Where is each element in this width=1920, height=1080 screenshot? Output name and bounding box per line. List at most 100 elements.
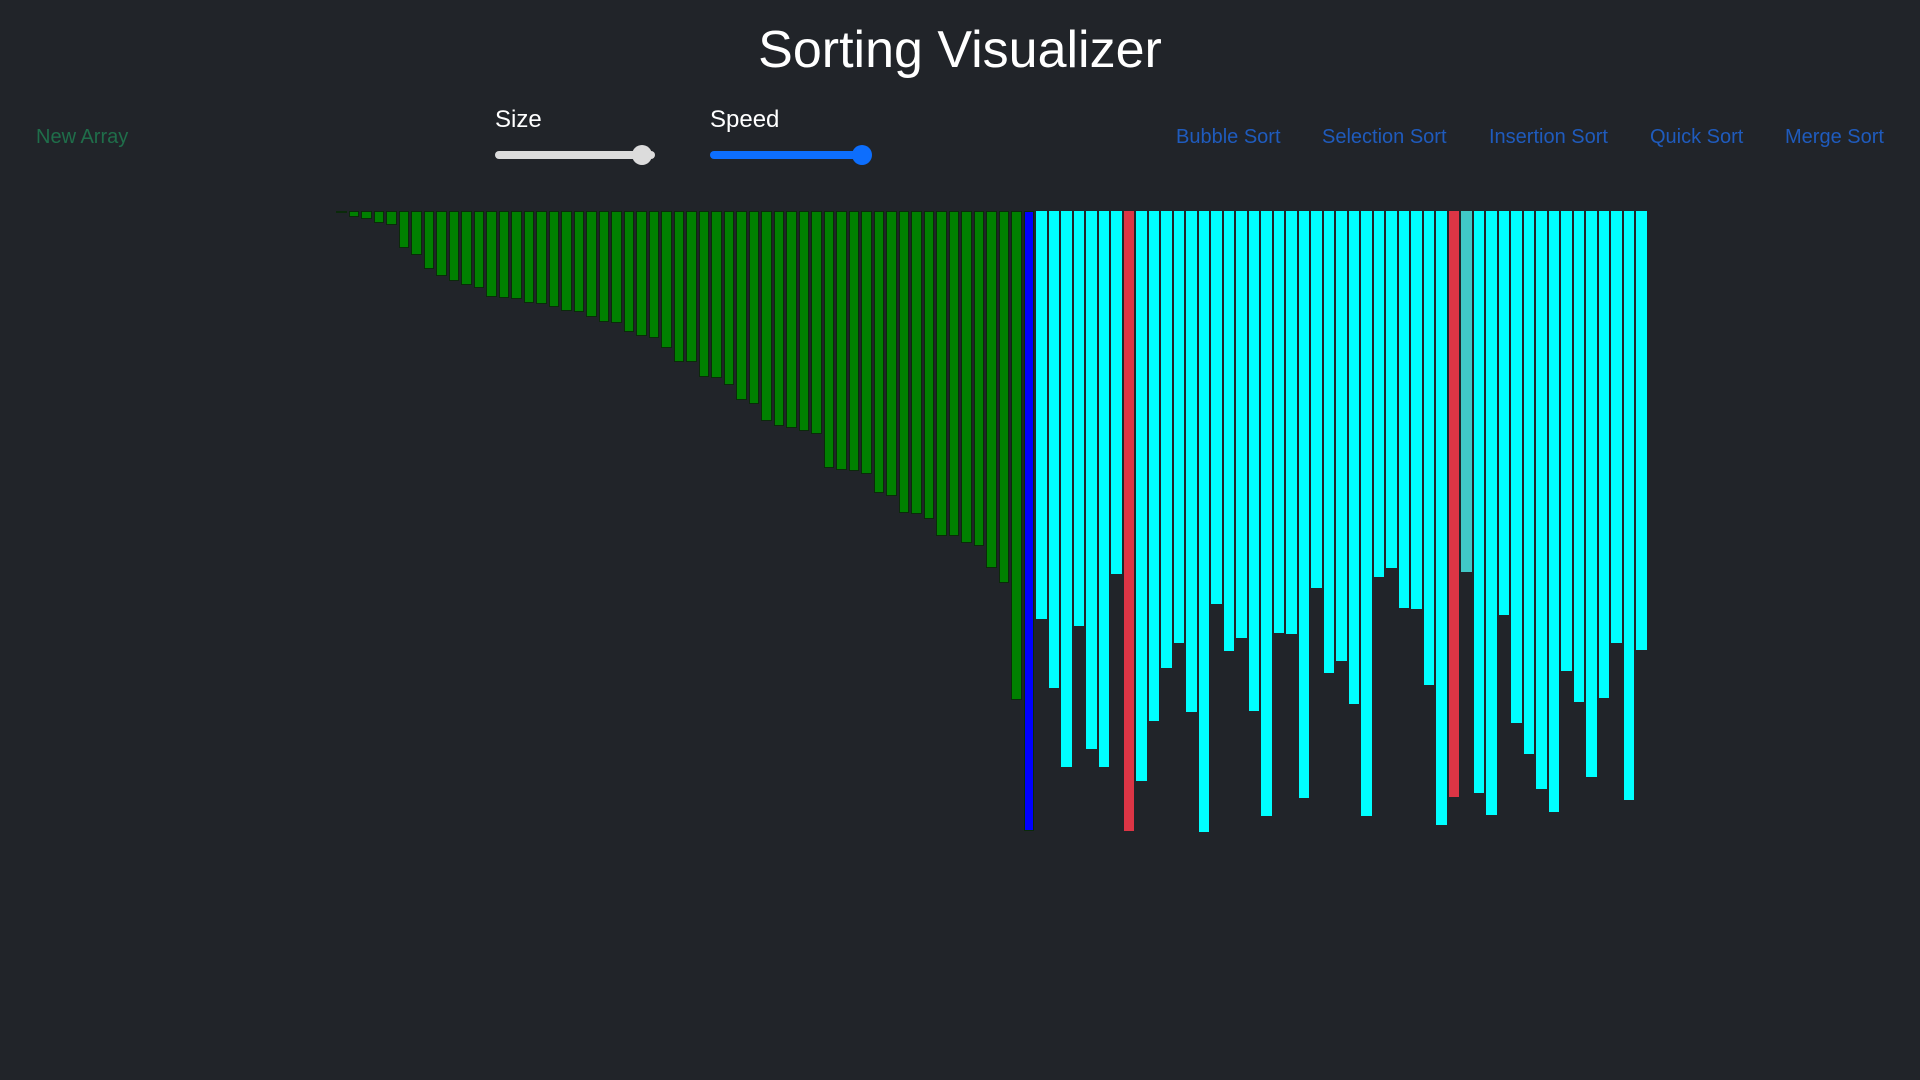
array-bar: [1186, 211, 1197, 712]
array-bar: [873, 211, 884, 493]
merge-sort-button[interactable]: Merge Sort: [1785, 126, 1884, 148]
array-bar: [1073, 211, 1084, 626]
quick-sort-button[interactable]: Quick Sort: [1650, 126, 1744, 148]
array-bar: [998, 211, 1009, 583]
new-array-button[interactable]: New Array: [36, 126, 129, 148]
array-bar: [598, 211, 609, 322]
array-bar: [1611, 211, 1622, 643]
bubble-sort-button[interactable]: Bubble Sort: [1176, 126, 1281, 148]
array-bar: [1248, 211, 1259, 711]
array-bar: [1161, 211, 1172, 668]
array-bar: [1173, 211, 1184, 643]
array-bar: [361, 211, 372, 219]
array-bar: [923, 211, 934, 519]
array-bar: [1498, 211, 1509, 615]
array-bar: [798, 211, 809, 431]
array-bar: [386, 211, 397, 225]
array-bar: [1323, 211, 1334, 673]
array-bar: [636, 211, 647, 336]
array-bar: [661, 211, 672, 348]
array-bar: [1598, 211, 1609, 698]
array-bar: [898, 211, 909, 513]
array-bar: [1286, 211, 1297, 634]
page-title: Sorting Visualizer: [758, 21, 1162, 79]
array-bar: [423, 211, 434, 269]
array-bar: [836, 211, 847, 470]
array-bar: [1586, 211, 1597, 777]
array-bar: [436, 211, 447, 276]
array-bar: [673, 211, 684, 362]
array-bar: [1398, 211, 1409, 608]
array-bar: [936, 211, 947, 536]
size-slider-track[interactable]: [495, 151, 655, 159]
array-bar: [1436, 211, 1447, 825]
array-bar: [773, 211, 784, 426]
array-bar: [948, 211, 959, 536]
array-bar: [1086, 211, 1097, 749]
array-bar: [736, 211, 747, 400]
array-bar: [986, 211, 997, 568]
size-control: Size: [495, 106, 660, 165]
array-bar: [911, 211, 922, 514]
speed-slider-track[interactable]: [710, 151, 870, 159]
array-bar: [1548, 211, 1559, 812]
array-bar: [1561, 211, 1572, 671]
size-label: Size: [495, 106, 542, 133]
array-bar: [1461, 211, 1472, 572]
array-bar: [1536, 211, 1547, 789]
array-bar: [523, 211, 534, 303]
array-bar: [536, 211, 547, 304]
array-bar: [611, 211, 622, 323]
array-bar: [1523, 211, 1534, 754]
array-bar: [511, 211, 522, 299]
array-bar: [1298, 211, 1309, 798]
array-bar: [448, 211, 459, 281]
array-bar: [1361, 211, 1372, 816]
array-bar: [548, 211, 559, 307]
array-bar: [1098, 211, 1109, 767]
array-bar: [1348, 211, 1359, 704]
array-bar: [648, 211, 659, 338]
array-bar: [398, 211, 409, 248]
array-bar: [823, 211, 834, 468]
array-bar: [1236, 211, 1247, 638]
array-bar: [1111, 211, 1122, 574]
array-bar: [1511, 211, 1522, 723]
array-bar: [411, 211, 422, 255]
array-bar: [1411, 211, 1422, 609]
array-bar: [1011, 211, 1022, 700]
array-bar: [1273, 211, 1284, 633]
array-bar: [573, 211, 584, 312]
array-bar: [498, 211, 509, 298]
speed-slider-thumb[interactable]: [852, 145, 872, 165]
array-bar: [1023, 211, 1034, 831]
insertion-sort-button[interactable]: Insertion Sort: [1489, 126, 1608, 148]
selection-sort-button[interactable]: Selection Sort: [1322, 126, 1447, 148]
array-bar: [698, 211, 709, 377]
array-bar: [1386, 211, 1397, 568]
size-slider-thumb[interactable]: [632, 145, 653, 165]
array-bar: [1373, 211, 1384, 577]
array-bar: [1636, 211, 1647, 650]
array-bar: [723, 211, 734, 385]
speed-control: Speed: [710, 106, 875, 165]
array-bar: [348, 211, 359, 217]
array-bar: [861, 211, 872, 474]
array-bar: [1211, 211, 1222, 604]
array-bar: [1573, 211, 1584, 702]
array-bar: [973, 211, 984, 546]
array-bar: [748, 211, 759, 404]
speed-slider[interactable]: [710, 144, 872, 165]
array-bar: [1336, 211, 1347, 661]
array-bar: [811, 211, 822, 434]
array-bar: [761, 211, 772, 421]
array-bar: [1623, 211, 1634, 800]
array-bar: [336, 211, 347, 213]
size-slider[interactable]: [495, 144, 655, 165]
array-bar: [1486, 211, 1497, 815]
array-bar: [473, 211, 484, 288]
array-bar: [1261, 211, 1272, 816]
array-bar: [1423, 211, 1434, 685]
array-bar: [586, 211, 597, 317]
